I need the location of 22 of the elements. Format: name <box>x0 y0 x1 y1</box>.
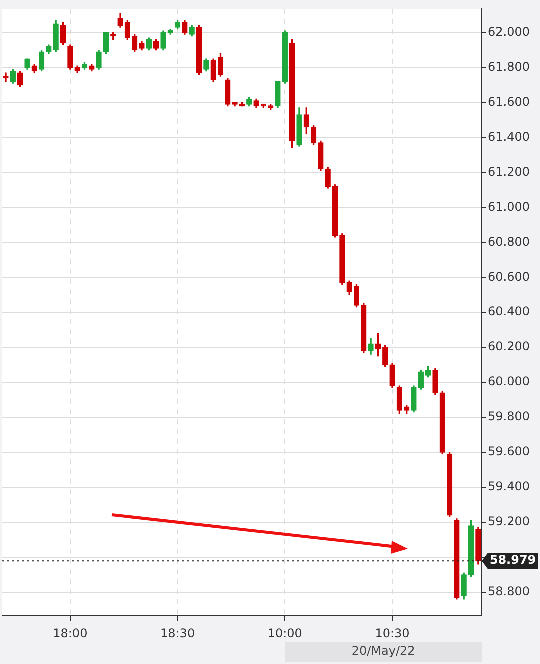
y-tick-label: 61.000 <box>488 200 530 214</box>
y-tick-label: 60.600 <box>488 270 530 284</box>
y-tick-label: 61.800 <box>488 60 530 74</box>
x-tick-label: 18:00 <box>53 626 88 640</box>
y-tick-label: 59.600 <box>488 444 530 459</box>
y-tick-label: 58.800 <box>488 584 530 599</box>
x-tick-label: 18:30 <box>160 626 196 640</box>
ref-line-label: 58.979 <box>490 553 536 568</box>
text: 20/May/22 <box>352 644 416 658</box>
y-tick-label: 61.200 <box>488 164 530 179</box>
y-tick-label: 59.400 <box>488 480 530 494</box>
y-tick-label: 60.000 <box>488 374 530 389</box>
y-tick-label: 61.600 <box>488 94 530 109</box>
y-tick-label: 59.200 <box>488 514 530 529</box>
y-tick-label: 59.800 <box>488 410 530 424</box>
y-tick-label: 60.400 <box>488 304 530 319</box>
x-tick-label: 10:30 <box>375 626 410 640</box>
y-tick-label: 61.400 <box>488 130 530 144</box>
y-tick-label: 60.800 <box>488 234 530 249</box>
x-tick-label: 10:00 <box>268 626 302 640</box>
y-tick-label: 60.200 <box>488 340 530 354</box>
y-tick-label: 62.000 <box>488 24 530 39</box>
